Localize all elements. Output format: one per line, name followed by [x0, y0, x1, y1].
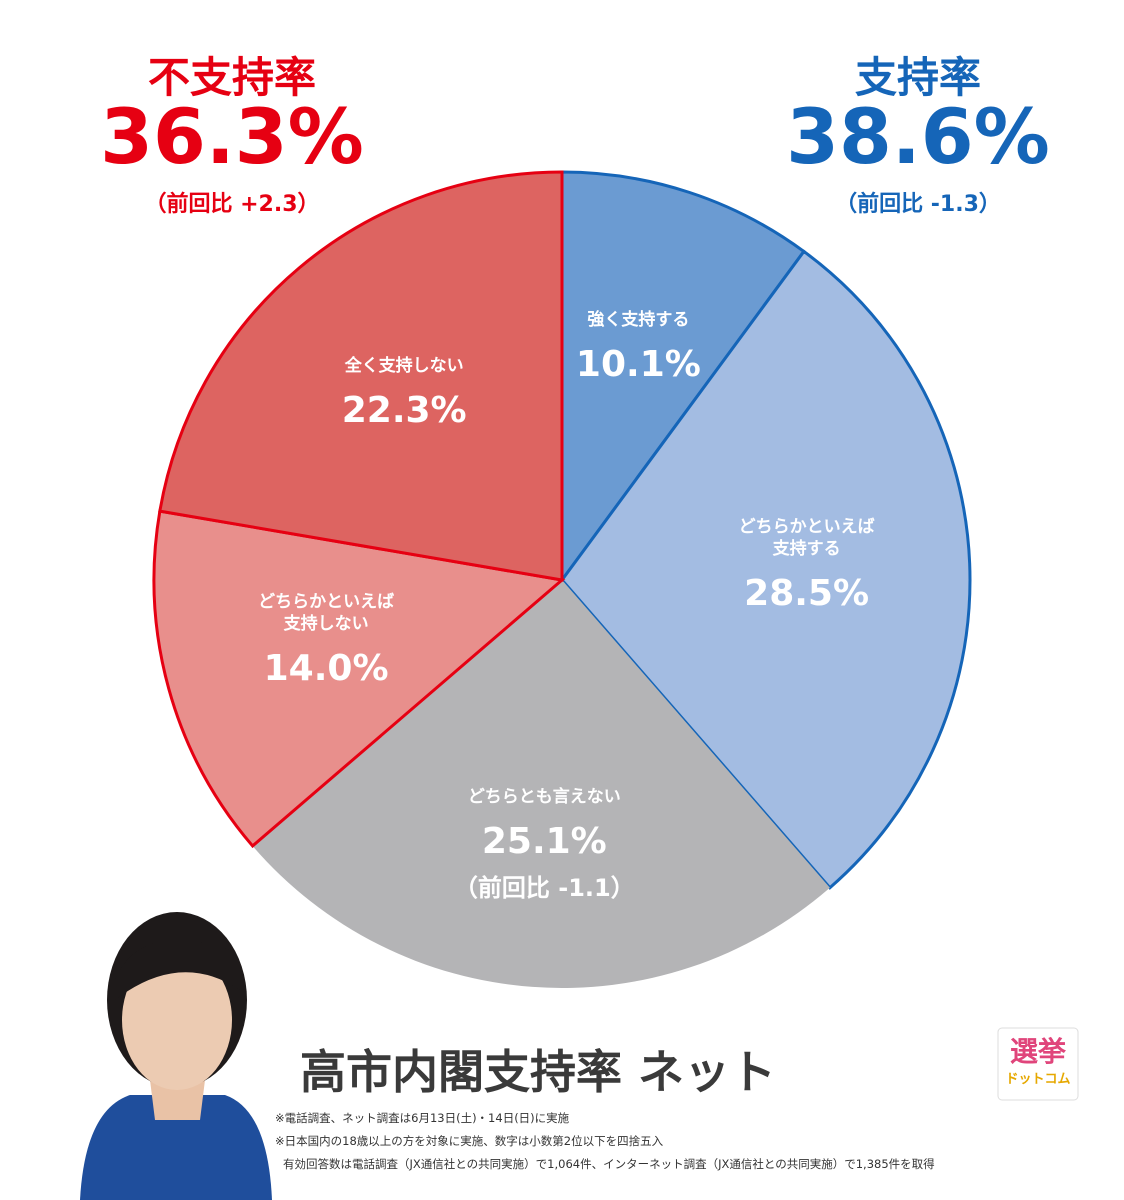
value-label: 25.1%: [481, 821, 607, 863]
portrait: [70, 880, 280, 1200]
pie-slice: [154, 511, 563, 846]
pie-slice: [252, 580, 830, 988]
disapprove-change: （前回比 +2.3）: [144, 192, 320, 217]
slice-label: どちらとも言えない: [467, 787, 621, 808]
disapprove-value: 36.3%: [100, 92, 364, 181]
slice-edge: [560, 249, 972, 890]
change-label: （前回比 -1.1）: [453, 874, 635, 903]
pie-slice: [562, 172, 804, 580]
approve-label: 支持率: [854, 53, 981, 102]
value-label: 28.5%: [744, 573, 870, 614]
disapprove-label: 不支持率: [147, 53, 316, 102]
slice-label: どちらかといえば 支持しない: [258, 592, 395, 635]
slice-label: 強く支持する: [587, 310, 690, 331]
value-label: 10.1%: [575, 344, 701, 386]
slice-edge: [152, 509, 566, 849]
slice-label: 全く支持しない: [344, 355, 464, 376]
note: ※電話調査、ネット調査は6月13日(土)・14日(日)に実施: [275, 1111, 570, 1125]
value-label: 22.3%: [341, 389, 467, 431]
pie-slice: [562, 251, 970, 888]
slice-edge: [158, 170, 564, 582]
approve-change: （前回比 -1.3）: [835, 192, 1001, 217]
logo: [997, 1027, 1079, 1101]
chart-title: 高市内閣支持率 ネット: [300, 1045, 777, 1099]
slice-edge: [560, 170, 806, 585]
logo-bottom: ドットコム: [1005, 1072, 1071, 1087]
pie-slice: [159, 172, 563, 580]
approve-value: 38.6%: [786, 92, 1050, 181]
slice-label: どちらかといえば 支持する: [738, 517, 875, 559]
logo-top: 選挙: [1009, 1035, 1066, 1068]
note: ※日本国内の18歳以上の方を対象に実施、数字は小数第2位以下を四捨五入: [275, 1134, 664, 1148]
note: 有効回答数は電話調査（JX通信社との共同実施）で1,064件、インターネット調査…: [283, 1157, 935, 1171]
value-label: 14.0%: [263, 648, 389, 690]
